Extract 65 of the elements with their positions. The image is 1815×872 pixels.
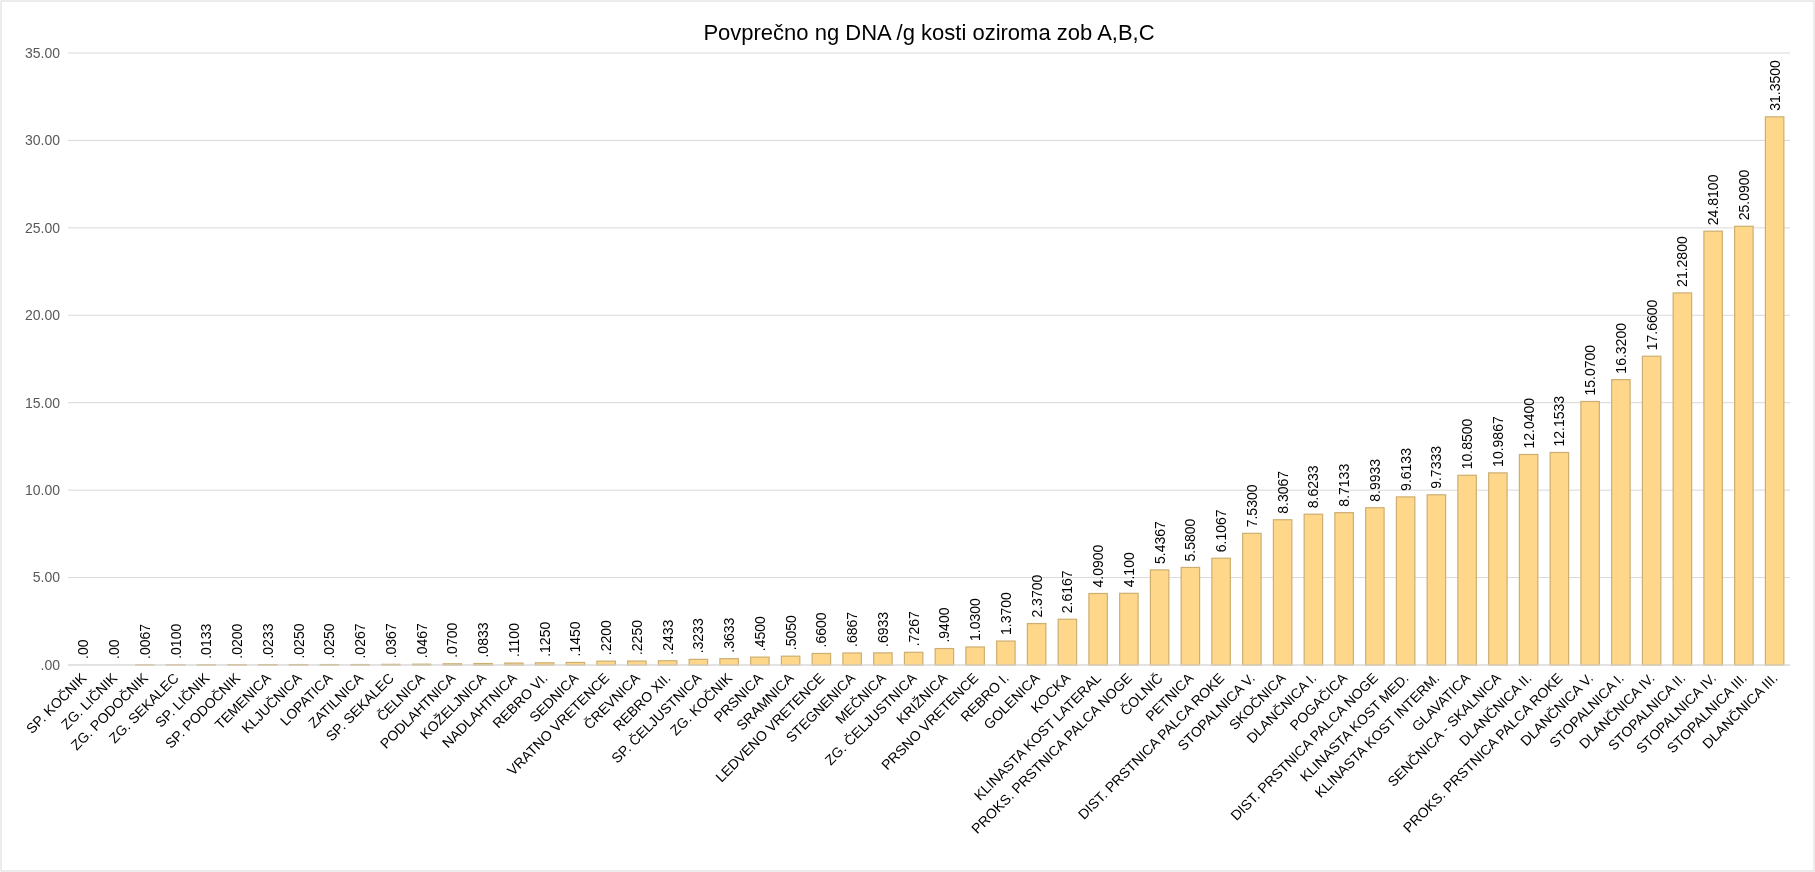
data-label: .3633 [721,617,738,653]
data-label: .3233 [690,618,707,654]
data-label: 6.1067 [1213,509,1230,553]
data-label: .1100 [505,622,522,658]
data-label: .6867 [844,611,861,647]
data-label: 8.3067 [1274,470,1291,514]
data-label: 16.3200 [1612,322,1629,374]
y-tick-label: 30.00 [24,132,61,149]
data-label: 5.4367 [1151,520,1168,564]
data-label: .0833 [475,622,492,658]
y-tick-label: 15.00 [24,394,61,411]
data-label: .0250 [321,623,338,659]
data-label: .0367 [382,623,399,659]
data-label: .0133 [198,623,215,659]
data-label: .6933 [874,611,891,647]
chart-title: Povprečno ng DNA /g kosti oziroma zob A,B,C [703,20,1155,45]
data-label: .0250 [290,623,307,659]
data-label: 4.100 [1120,552,1137,588]
data-label: .0700 [444,622,461,658]
data-label: 17.6600 [1643,299,1660,351]
data-label: 9.6133 [1397,447,1414,491]
data-label: .0200 [229,623,246,659]
data-label: 1.3700 [997,592,1014,636]
data-label: 2.3700 [1028,574,1045,618]
data-label: .2250 [628,619,645,656]
data-label: .7267 [905,611,922,647]
data-label: 7.5300 [1243,484,1260,528]
data-label: 8.7133 [1336,463,1353,507]
data-label: .00 [75,639,92,659]
data-label: 12.1533 [1551,395,1568,447]
y-tick-label: 20.00 [24,307,61,324]
data-label: .5050 [782,614,799,651]
data-label: .0233 [259,623,276,659]
y-tick-label: 35.00 [24,44,61,61]
data-label: 24.8100 [1705,174,1722,226]
data-label: 21.2800 [1674,236,1691,287]
data-label: .00 [106,639,123,659]
data-label: .2433 [659,619,676,655]
data-label: 5.5800 [1182,518,1199,562]
data-label: 12.0400 [1520,397,1537,449]
y-tick-label: 5.00 [32,569,61,586]
data-label: 10.8500 [1459,418,1476,470]
data-label: 15.0700 [1582,344,1599,396]
data-label: .2200 [598,619,615,656]
data-label: 1.0300 [967,597,984,641]
y-tick-label: .00 [40,656,61,673]
data-label: .6600 [813,612,830,648]
data-label: .0467 [413,622,430,659]
data-label: 8.6233 [1305,465,1322,509]
data-label: 25.0900 [1735,169,1752,221]
data-label: .1450 [567,621,584,657]
data-label: .0100 [167,623,184,659]
data-label: 8.9933 [1366,458,1383,502]
data-label: .0067 [136,623,153,659]
data-label: .1250 [536,621,553,657]
data-label: .9400 [936,607,953,643]
data-label: .4500 [751,615,768,652]
data-label: 2.6167 [1059,570,1076,614]
y-tick-label: 10.00 [24,482,61,499]
data-label: 9.7333 [1428,445,1445,489]
data-label: 4.0900 [1090,544,1107,588]
y-tick-label: 25.00 [24,219,61,236]
data-label: 31.3500 [1766,60,1783,111]
data-label: 10.9867 [1489,416,1506,467]
data-label: .0267 [352,623,369,659]
